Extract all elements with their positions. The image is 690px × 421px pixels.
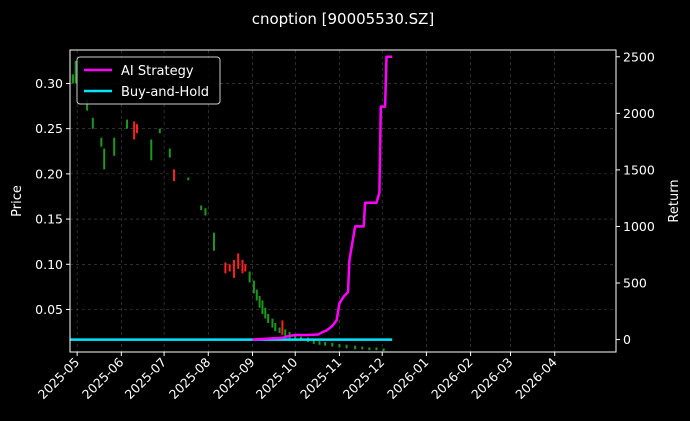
candle: [74, 60, 77, 84]
candle: [237, 253, 240, 269]
candle: [158, 128, 161, 134]
left-tick-label: 0.20: [35, 166, 63, 181]
right-axis-label: Return: [667, 179, 682, 222]
left-tick-label: 0.05: [35, 302, 63, 317]
candle: [248, 271, 251, 283]
candle: [361, 346, 364, 350]
candle: [338, 343, 341, 348]
right-tick-label: 500: [623, 276, 647, 291]
right-tick-label: 1000: [623, 219, 655, 234]
candle: [299, 336, 302, 340]
chart-title: cnoption [90005530.SZ]: [252, 10, 435, 28]
candle: [382, 348, 385, 352]
candle: [255, 289, 258, 301]
candle: [187, 177, 190, 181]
legend-label-ai-strategy: AI Strategy: [121, 64, 194, 79]
candle: [271, 318, 274, 328]
left-axis-ticks: 0.05 0.10 0.15 0.20 0.25 0.30: [35, 76, 70, 317]
candle: [71, 74, 74, 84]
candle: [200, 205, 203, 211]
right-tick-label: 0: [623, 332, 631, 347]
plot-frame: [69, 49, 617, 353]
series-line-ai-strategy: [252, 55, 393, 341]
candle: [100, 137, 103, 147]
candle: [264, 307, 267, 319]
candle: [258, 295, 261, 308]
left-axis-label: Price: [10, 185, 25, 217]
series-lines: [70, 55, 393, 341]
candle: [278, 327, 281, 334]
left-tick-label: 0.15: [35, 212, 63, 227]
left-tick-label: 0.30: [35, 76, 63, 91]
candle: [312, 339, 315, 344]
legend: AI Strategy Buy-and-Hold: [76, 56, 221, 105]
candle: [324, 342, 327, 346]
candle: [294, 334, 297, 341]
candle: [354, 345, 357, 350]
legend-box: [76, 56, 221, 105]
right-tick-label: 1500: [623, 162, 655, 177]
candles: [71, 60, 385, 352]
candle: [284, 329, 287, 337]
candle: [173, 169, 176, 182]
grid: [70, 50, 616, 352]
right-axis-ticks: 0 500 1000 1500 2000 2500: [616, 49, 655, 347]
left-tick-label: 0.25: [35, 121, 63, 136]
candle: [368, 347, 371, 351]
candle: [113, 137, 116, 156]
candle: [274, 323, 277, 332]
candle: [86, 99, 89, 111]
candle: [168, 148, 171, 158]
candle: [133, 121, 136, 140]
candle: [212, 232, 215, 251]
candle: [331, 342, 334, 347]
candle: [150, 139, 153, 161]
candle: [232, 259, 235, 278]
candle: [261, 300, 264, 315]
candle: [228, 264, 231, 272]
candle: [267, 314, 270, 324]
right-tick-label: 2000: [623, 106, 655, 121]
candle: [345, 344, 348, 349]
candle: [252, 280, 255, 294]
candle: [136, 124, 139, 134]
legend-label-buy-and-hold: Buy-and-Hold: [121, 85, 209, 100]
candle: [281, 320, 284, 335]
candle: [126, 119, 129, 129]
candle: [103, 148, 106, 170]
candle: [318, 341, 321, 345]
candle: [204, 208, 207, 216]
candle: [224, 262, 227, 274]
candle: [241, 259, 244, 274]
left-tick-label: 0.10: [35, 257, 63, 272]
candle: [244, 264, 247, 272]
right-tick-label: 2500: [623, 49, 655, 64]
candle: [91, 117, 94, 129]
candle: [375, 347, 378, 351]
